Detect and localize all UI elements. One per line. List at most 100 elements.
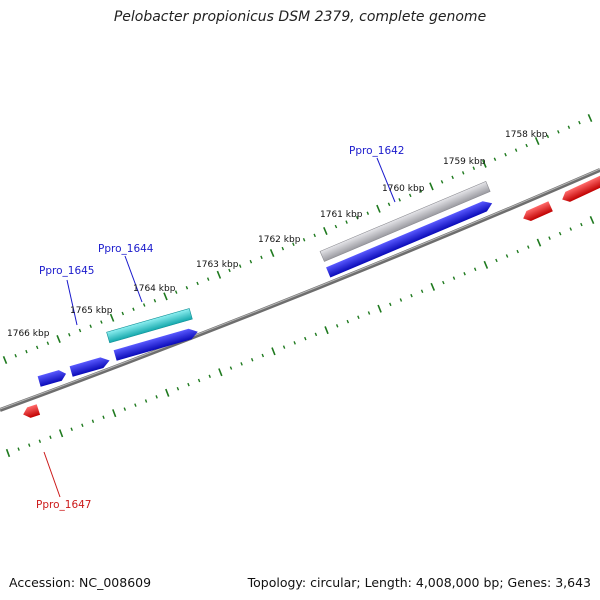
major-tick — [536, 238, 542, 247]
minor-tick — [452, 276, 456, 280]
minor-tick — [250, 357, 254, 362]
minor-tick — [49, 435, 52, 439]
minor-tick — [142, 303, 146, 307]
minor-tick — [206, 277, 210, 281]
minor-tick — [187, 382, 190, 387]
minor-tick — [91, 419, 95, 423]
minor-tick — [505, 254, 509, 258]
minor-tick — [525, 143, 528, 148]
minor-tick — [495, 258, 498, 263]
minor-tick — [527, 245, 530, 249]
minor-tick — [355, 215, 359, 220]
minor-tick — [419, 189, 423, 193]
major-tick — [482, 159, 487, 168]
minor-tick — [420, 289, 424, 294]
minor-tick — [335, 324, 339, 328]
minor-tick — [238, 264, 242, 268]
minor-tick — [399, 298, 403, 302]
kbp-label-1763: 1763 kbp — [196, 260, 239, 270]
minor-tick — [153, 298, 157, 303]
minor-tick — [514, 148, 518, 152]
gene-forward-small — [37, 370, 67, 387]
inner-tick-row — [5, 215, 595, 458]
minor-tick — [261, 353, 265, 358]
major-tick — [269, 248, 275, 258]
minor-tick — [293, 341, 296, 345]
minor-tick — [345, 220, 348, 224]
minor-tick — [35, 345, 39, 350]
major-tick — [218, 368, 223, 377]
minor-tick — [461, 171, 465, 175]
minor-tick — [314, 332, 318, 337]
kbp-label-1762: 1762 kbp — [258, 235, 301, 245]
minor-tick — [472, 166, 476, 171]
minor-tick — [387, 202, 391, 207]
kbp-label-1766: 1766 kbp — [7, 329, 50, 339]
gene-cyan-feature — [106, 308, 193, 344]
major-tick — [323, 226, 328, 236]
minor-tick — [196, 281, 199, 286]
major-tick — [324, 326, 329, 335]
minor-tick — [408, 193, 412, 198]
minor-tick — [504, 152, 507, 157]
major-tick — [2, 355, 8, 365]
major-tick — [483, 260, 489, 269]
kbp-label-1758: 1758 kbp — [505, 130, 548, 140]
major-tick — [587, 113, 593, 123]
minor-tick — [260, 255, 263, 260]
minor-tick — [440, 180, 444, 184]
major-tick — [589, 215, 595, 225]
gene-reverse-right-b — [562, 174, 600, 202]
outer-tick-row — [2, 113, 593, 365]
minor-tick — [25, 349, 28, 354]
minor-tick — [302, 238, 306, 242]
minor-tick — [229, 366, 233, 370]
minor-tick — [398, 198, 401, 202]
leader-line-1644 — [124, 255, 143, 303]
kbp-label-1760: 1760 kbp — [382, 184, 425, 194]
minor-tick — [249, 259, 253, 264]
map-title: Pelobacter propionicus DSM 2379, complet… — [113, 9, 487, 25]
minor-tick — [46, 341, 50, 345]
kbp-label-1759: 1759 kbp — [443, 157, 486, 167]
major-tick — [5, 448, 11, 458]
minor-tick — [567, 125, 571, 129]
accession-text: Accession: NC_008609 — [9, 575, 152, 590]
minor-tick — [78, 328, 82, 333]
genome-backbone — [0, 168, 600, 412]
major-tick — [377, 304, 382, 313]
minor-tick — [100, 320, 103, 324]
minor-tick — [28, 443, 31, 447]
minor-tick — [144, 399, 148, 403]
kbp-label-1761: 1761 kbp — [320, 210, 363, 220]
minor-tick — [38, 439, 42, 443]
major-tick — [429, 182, 434, 191]
minor-tick — [292, 242, 295, 246]
minor-tick — [473, 267, 477, 272]
major-tick — [216, 270, 222, 279]
gene-reverse-1647 — [23, 404, 41, 418]
minor-tick — [174, 290, 178, 294]
minor-tick — [155, 395, 158, 399]
minor-tick — [68, 333, 71, 337]
minor-tick — [557, 130, 560, 134]
major-tick — [534, 136, 540, 146]
minor-tick — [389, 302, 392, 307]
gene-reverse-right-a — [523, 201, 553, 222]
minor-tick — [208, 374, 211, 379]
genome-summary-text: Topology: circular; Length: 4,008,000 bp… — [247, 575, 591, 590]
minor-tick — [366, 211, 370, 215]
minor-tick — [346, 319, 350, 324]
gene-label-ppro-1642: Ppro_1642 — [349, 145, 404, 157]
minor-tick — [89, 324, 92, 329]
gene-label-ppro-1645: Ppro_1645 — [39, 265, 94, 277]
minor-tick — [134, 403, 137, 407]
kbp-label-1765: 1765 kbp — [70, 306, 113, 316]
minor-tick — [228, 268, 231, 273]
minor-tick — [578, 120, 581, 125]
minor-tick — [70, 427, 73, 431]
minor-tick — [17, 447, 20, 451]
leader-line-1642 — [376, 157, 396, 203]
minor-tick — [81, 423, 84, 427]
